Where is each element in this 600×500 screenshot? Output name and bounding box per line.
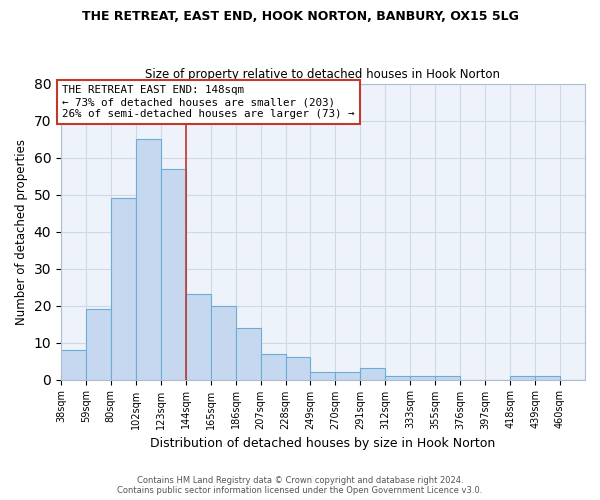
Bar xyxy=(385,376,410,380)
Bar xyxy=(335,372,361,380)
Bar xyxy=(535,376,560,380)
Bar xyxy=(361,368,385,380)
Bar xyxy=(310,372,335,380)
Text: THE RETREAT, EAST END, HOOK NORTON, BANBURY, OX15 5LG: THE RETREAT, EAST END, HOOK NORTON, BANB… xyxy=(82,10,518,23)
Bar xyxy=(260,354,286,380)
Y-axis label: Number of detached properties: Number of detached properties xyxy=(15,138,28,324)
Bar xyxy=(111,198,136,380)
Bar xyxy=(86,310,111,380)
X-axis label: Distribution of detached houses by size in Hook Norton: Distribution of detached houses by size … xyxy=(151,437,496,450)
Bar xyxy=(410,376,435,380)
Bar xyxy=(510,376,535,380)
Bar xyxy=(236,328,260,380)
Title: Size of property relative to detached houses in Hook Norton: Size of property relative to detached ho… xyxy=(145,68,500,81)
Bar xyxy=(185,294,211,380)
Text: Contains HM Land Registry data © Crown copyright and database right 2024.
Contai: Contains HM Land Registry data © Crown c… xyxy=(118,476,482,495)
Bar xyxy=(435,376,460,380)
Bar xyxy=(136,139,161,380)
Text: THE RETREAT EAST END: 148sqm
← 73% of detached houses are smaller (203)
26% of s: THE RETREAT EAST END: 148sqm ← 73% of de… xyxy=(62,86,355,118)
Bar xyxy=(61,350,86,380)
Bar xyxy=(286,358,310,380)
Bar xyxy=(161,168,185,380)
Bar xyxy=(211,306,236,380)
